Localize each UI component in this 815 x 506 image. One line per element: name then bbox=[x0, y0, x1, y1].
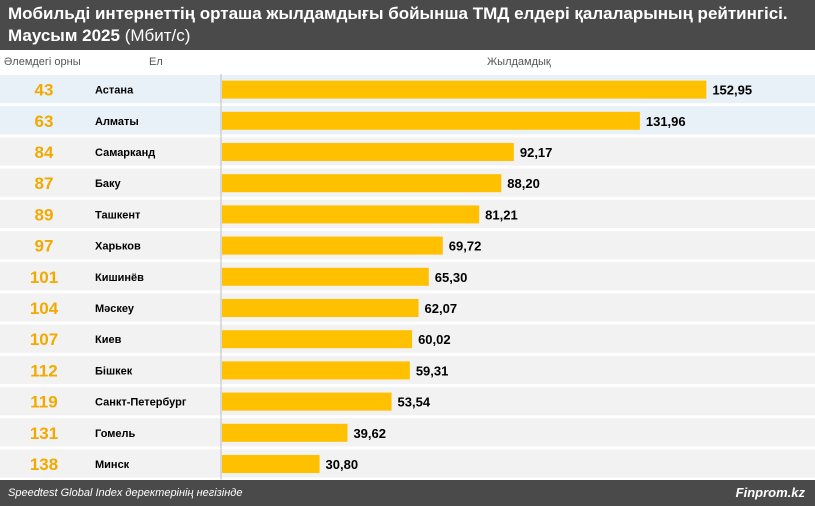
value-label: 69,72 bbox=[449, 239, 482, 254]
world-rank: 131 bbox=[30, 424, 58, 443]
value-label: 152,95 bbox=[712, 83, 752, 98]
value-label: 131,96 bbox=[646, 114, 686, 129]
value-label: 92,17 bbox=[520, 145, 553, 160]
world-rank: 138 bbox=[30, 455, 58, 474]
speed-bar bbox=[222, 299, 419, 317]
row-background bbox=[0, 387, 815, 416]
speed-bar bbox=[222, 205, 480, 224]
speed-bar bbox=[222, 267, 429, 286]
value-label: 81,21 bbox=[485, 207, 518, 222]
world-rank: 63 bbox=[35, 112, 54, 131]
brand-logo-text: Finprom.kz bbox=[735, 485, 805, 500]
world-rank: 89 bbox=[35, 205, 54, 224]
chart-unit: (Мбит/с) bbox=[124, 26, 191, 45]
chart-header: Мобильді интернеттің орташа жылдамдығы б… bbox=[0, 0, 815, 50]
world-rank: 104 bbox=[30, 299, 59, 318]
value-label: 62,07 bbox=[425, 301, 458, 316]
city-label: Харьков bbox=[95, 241, 141, 253]
world-rank: 43 bbox=[35, 81, 54, 100]
city-label: Бішкек bbox=[95, 365, 133, 377]
city-label: Минск bbox=[95, 459, 130, 471]
world-rank: 87 bbox=[35, 174, 54, 193]
city-label: Баку bbox=[95, 178, 122, 190]
value-label: 30,80 bbox=[326, 457, 359, 472]
world-rank: 101 bbox=[30, 268, 58, 287]
value-label: 60,02 bbox=[418, 332, 451, 347]
source-note: Speedtest Global Index деректерінің негі… bbox=[8, 487, 243, 499]
chart-footer: Speedtest Global Index деректерінің негі… bbox=[0, 480, 815, 506]
city-label: Астана bbox=[95, 85, 134, 97]
value-label: 39,62 bbox=[353, 426, 386, 441]
chart-title: Мобильді интернеттің орташа жылдамдығы б… bbox=[8, 4, 788, 23]
city-label: Санкт-Петербург bbox=[95, 397, 187, 409]
world-rank: 84 bbox=[35, 143, 54, 162]
city-label: Ташкент bbox=[95, 209, 141, 221]
speed-bar bbox=[222, 423, 348, 442]
chart-subtitle: Маусым 2025 (Мбит/с) bbox=[8, 26, 190, 46]
speed-bar bbox=[222, 80, 707, 99]
speed-bar bbox=[222, 455, 320, 473]
rank-column-header: Әлемдегі орны bbox=[4, 56, 81, 68]
speed-bar bbox=[222, 236, 443, 255]
city-label: Гомель bbox=[95, 428, 136, 440]
city-label: Кишинёв bbox=[95, 272, 144, 284]
city-label: Киев bbox=[95, 334, 122, 346]
chart-period: Маусым 2025 bbox=[8, 26, 120, 45]
world-rank: 119 bbox=[30, 393, 57, 412]
row-background bbox=[0, 418, 815, 447]
city-label: Алматы bbox=[95, 116, 139, 128]
speed-bar bbox=[222, 361, 410, 380]
city-label: Мәскеу bbox=[95, 303, 135, 315]
world-rank: 112 bbox=[30, 361, 57, 380]
city-label: Самарканд bbox=[95, 147, 155, 159]
world-rank: 97 bbox=[35, 237, 54, 256]
value-label: 59,31 bbox=[416, 363, 449, 378]
value-label: 53,54 bbox=[398, 395, 431, 410]
speed-bar bbox=[222, 143, 514, 161]
speed-bar bbox=[222, 392, 392, 411]
world-rank: 107 bbox=[30, 330, 58, 349]
bar-chart: 43 Астана 152,95 63 Алматы 131,96 84 Самарканд 9… bbox=[0, 74, 815, 480]
speed-bar bbox=[222, 174, 502, 193]
city-column-header: Ел bbox=[149, 56, 163, 68]
value-label: 65,30 bbox=[435, 270, 468, 285]
speed-bar bbox=[222, 111, 640, 130]
row-background bbox=[0, 449, 815, 478]
speed-column-header: Жылдамдық bbox=[487, 56, 551, 68]
value-label: 88,20 bbox=[507, 176, 540, 191]
speed-bar bbox=[222, 330, 413, 349]
